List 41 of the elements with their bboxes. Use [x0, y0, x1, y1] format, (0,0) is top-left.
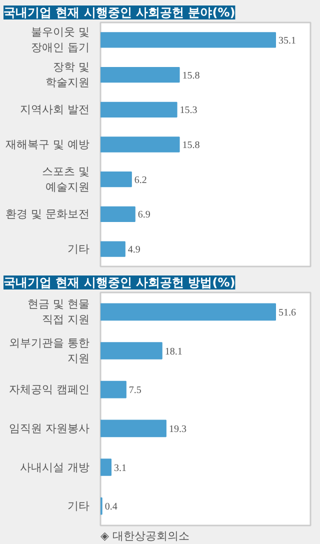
y-tick-label: 장학 및 학술지원 — [46, 60, 90, 90]
data-label: 35.1 — [278, 35, 296, 46]
data-label: 15.3 — [180, 105, 198, 116]
bar — [100, 342, 162, 360]
data-label: 19.3 — [168, 424, 186, 435]
bar — [100, 241, 126, 257]
bar — [100, 458, 112, 476]
y-tick-label: 사내시설 개방 — [20, 460, 90, 474]
data-label: 6.9 — [138, 210, 150, 221]
bar — [100, 303, 276, 321]
y-tick-label: 기타 — [68, 500, 90, 513]
text: ◈ 대한상공회의소 — [100, 530, 190, 542]
bar — [100, 102, 178, 118]
bar — [100, 66, 180, 83]
bar — [100, 32, 276, 48]
data-label: 4.9 — [128, 244, 140, 256]
y-tick-label: 불우이웃 및 장애인 돕기 — [31, 26, 90, 54]
y-tick-label: 스포츠 및 예술지원 — [42, 165, 90, 194]
data-label: 6.2 — [134, 174, 147, 186]
y-tick-label: 지역사회 발전 — [20, 103, 90, 116]
y-tick-label: 현금 및 현물 직접 지원 — [28, 298, 90, 326]
bar — [100, 206, 136, 222]
data-label: 15.8 — [182, 140, 200, 151]
y-tick-label: 자체공익 캠페인 — [9, 383, 90, 396]
chart-title: 국내기업 현재 시행중인 사회공헌 방법(%) — [4, 276, 236, 290]
chart-title: 국내기업 현재 시행중인 사회공헌 분야(%) — [4, 6, 236, 20]
y-tick-label: 환경 및 문화보전 — [6, 208, 90, 221]
data-label: 0.4 — [104, 502, 118, 513]
data-label: 18.1 — [164, 346, 182, 358]
y-tick-label: 재해복구 및 예방 — [6, 138, 90, 151]
bar — [100, 420, 166, 438]
y-tick-label: 외부기관을 통한 지원 — [9, 336, 90, 366]
bar — [100, 136, 180, 152]
bar — [100, 172, 132, 188]
data-label: 51.6 — [278, 307, 296, 318]
data-label: 7.5 — [128, 385, 142, 396]
bar — [100, 380, 126, 398]
y-tick-label: 임직원 자원봉사 — [9, 422, 90, 435]
y-tick-label: 기타 — [68, 242, 90, 256]
data-label: 15.8 — [182, 70, 200, 82]
data-label: 3.1 — [114, 462, 127, 474]
